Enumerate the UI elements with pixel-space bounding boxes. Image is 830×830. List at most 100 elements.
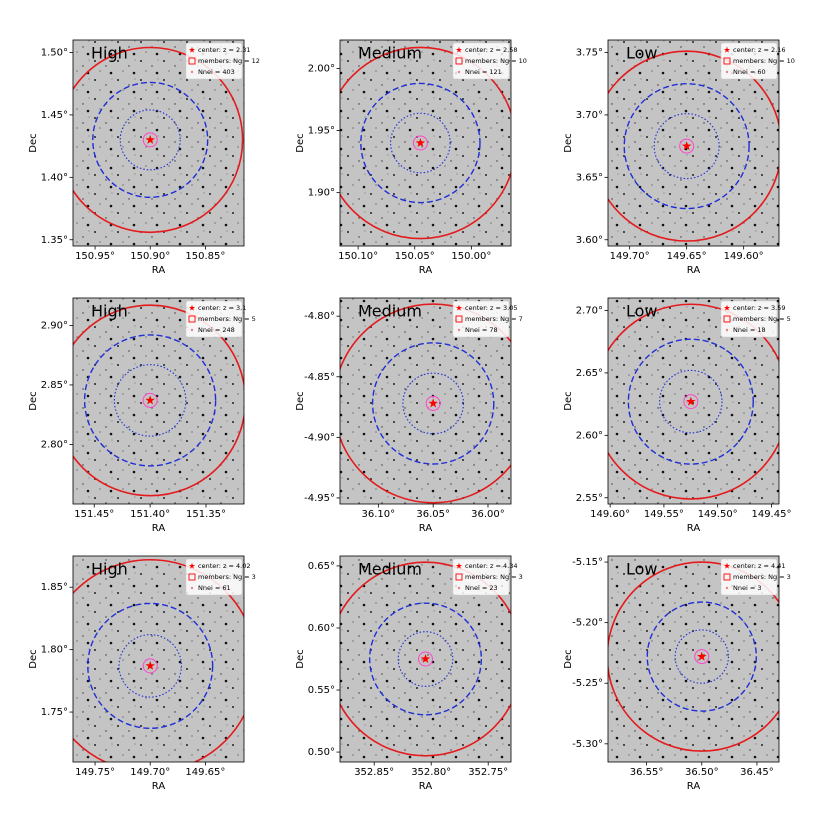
radius-circle	[608, 303, 779, 500]
y-tick-label: 0.55°	[308, 685, 335, 696]
x-tick-label: 150.95°	[75, 251, 115, 262]
y-tick-label: -5.25°	[572, 678, 603, 689]
y-tick-label: 2.85°	[41, 380, 68, 391]
axes-frame	[607, 297, 780, 505]
radius-circle	[73, 558, 244, 762]
legend-dot	[725, 586, 729, 590]
legend-box	[185, 558, 243, 596]
legend-label: center: z = 3.1	[198, 304, 246, 312]
center-star	[420, 654, 431, 664]
y-tick-label: 2.70°	[576, 305, 603, 316]
plot-area	[608, 303, 779, 500]
legend-star	[188, 304, 196, 311]
member-halo	[683, 394, 699, 410]
legend-label: members: Ng = 10	[733, 57, 795, 65]
x-tick-label: 150.05°	[395, 251, 435, 262]
y-tick-label: 2.65°	[576, 368, 603, 379]
legend-square	[188, 573, 196, 581]
x-tick-label: 149.60°	[724, 251, 764, 262]
radius-circle	[119, 109, 181, 171]
axes-frame	[72, 39, 245, 247]
x-tick-label: 151.40°	[130, 509, 170, 520]
y-tick-label: -4.90°	[304, 432, 335, 443]
x-axis-label: RA	[687, 781, 701, 792]
x-axis-label: RA	[419, 781, 433, 792]
legend-label: center: z = 3.05	[465, 304, 518, 312]
radius-circle	[397, 631, 454, 687]
panel: 151.45° 151.40° 151.35° 2.80° 2.85° 2.90° RA De…	[28, 297, 256, 534]
x-tick-label: 150.85°	[185, 251, 225, 262]
y-tick-label: 1.75°	[41, 707, 68, 718]
radius-circle	[390, 112, 451, 174]
x-axis-label: RA	[419, 523, 433, 534]
plot-area	[340, 303, 511, 504]
legend-box	[720, 300, 778, 338]
x-tick-label: 36.05°	[416, 509, 450, 520]
legend-label: members: Ng = 5	[198, 315, 256, 323]
axes-frame	[339, 297, 512, 505]
legend-label: center: z = 3.59	[733, 304, 786, 312]
radius-circle	[340, 46, 511, 240]
legend-label: center: z = 2.16	[733, 46, 786, 54]
center-star	[145, 660, 155, 670]
y-axis-label: Dec	[563, 391, 574, 410]
legend-star	[188, 562, 196, 569]
legend-label: Nnei = 23	[465, 584, 498, 592]
y-axis-label: Dec	[295, 649, 306, 668]
radius-circle	[340, 561, 511, 757]
legend-label: Nnei = 61	[198, 584, 231, 592]
legend-square	[723, 315, 731, 323]
legend-label: Nnei = 18	[733, 326, 766, 334]
legend-dot	[457, 70, 461, 74]
legend-star	[188, 46, 196, 53]
legend-box	[452, 300, 510, 338]
y-tick-label: 1.45°	[41, 110, 68, 121]
y-axis-label: Dec	[28, 391, 39, 410]
y-tick-label: -4.80°	[304, 311, 335, 322]
x-axis-label: RA	[687, 523, 701, 534]
legend-label: Nnei = 3	[733, 584, 762, 592]
y-tick-label: 1.90°	[308, 188, 335, 199]
center-star	[686, 396, 696, 406]
x-tick-label: 149.45°	[751, 509, 791, 520]
radius-circle	[87, 602, 214, 729]
y-axis-label: Dec	[563, 649, 574, 668]
legend-label: members: Ng = 3	[198, 573, 256, 581]
center-star	[145, 134, 155, 144]
x-tick-label: 149.55°	[644, 509, 684, 520]
legend-box	[720, 42, 778, 80]
legend-label: members: Ng = 12	[198, 57, 260, 65]
y-tick-label: 1.50°	[41, 47, 68, 58]
radius-circle	[371, 342, 495, 465]
legend-star	[455, 46, 463, 53]
center-star	[697, 651, 707, 661]
x-tick-label: 151.35°	[186, 509, 226, 520]
legend-label: members: Ng = 5	[733, 315, 791, 323]
legend-label: center: z = 2.31	[198, 46, 251, 54]
y-axis-label: Dec	[28, 649, 39, 668]
panel: 149.70° 149.65° 149.60° 3.60° 3.65° 3.70° 3.75…	[563, 39, 795, 276]
radius-circle	[73, 304, 244, 497]
y-tick-label: -5.15°	[572, 557, 603, 568]
member-halo	[142, 658, 158, 674]
axes-frame	[607, 555, 780, 763]
legend-star	[723, 46, 731, 53]
legend-label: members: Ng = 10	[465, 57, 527, 65]
y-tick-label: 3.70°	[576, 110, 603, 121]
radius-circle	[83, 334, 217, 467]
x-tick-label: 149.50°	[698, 509, 738, 520]
legend-label: members: Ng = 3	[465, 573, 523, 581]
radius-circle	[653, 113, 720, 180]
legend-star	[723, 304, 731, 311]
y-tick-label: 2.00°	[308, 64, 335, 75]
x-tick-label: 352.80°	[411, 767, 451, 778]
radius-circle	[73, 46, 244, 234]
y-axis-label: Dec	[28, 133, 39, 152]
center-star	[428, 398, 438, 408]
legend-dot	[190, 70, 194, 74]
legend-square	[455, 57, 463, 65]
radius-circle	[608, 50, 779, 242]
member-halo	[425, 395, 441, 411]
y-tick-label: 1.85°	[41, 582, 68, 593]
